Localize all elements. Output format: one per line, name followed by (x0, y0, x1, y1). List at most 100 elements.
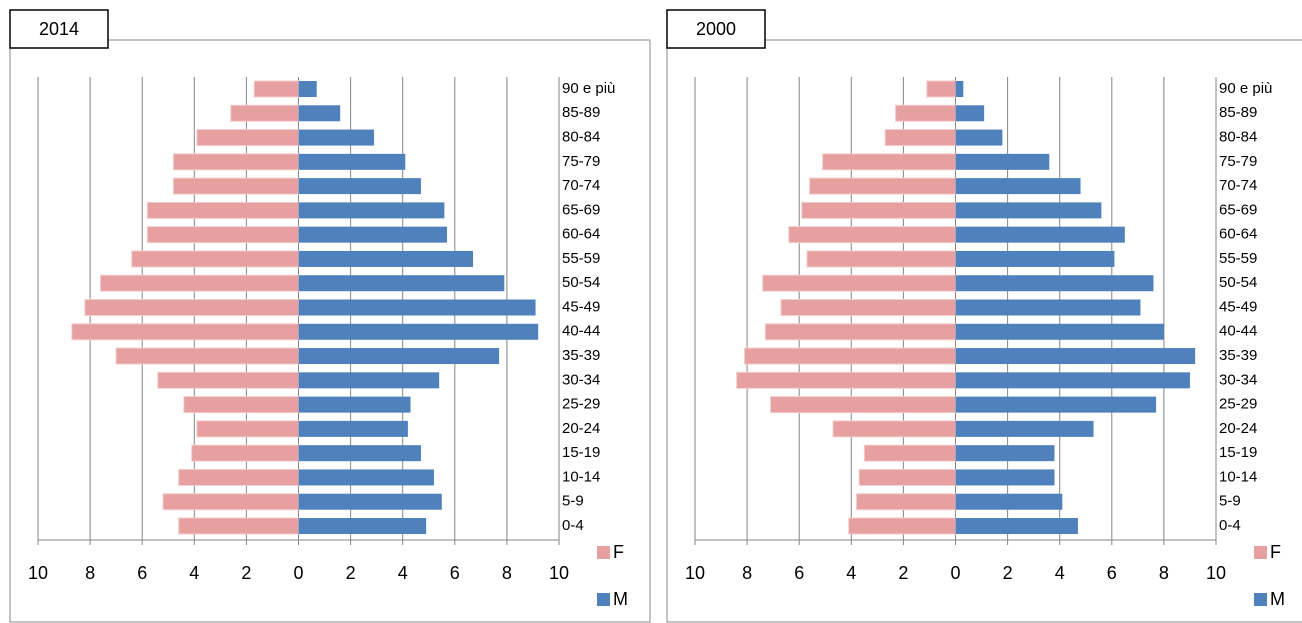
bar (146, 226, 299, 244)
bar (770, 396, 956, 414)
bar (298, 275, 505, 292)
bar (196, 420, 299, 438)
bar (955, 518, 1078, 534)
x-tick-label: 6 (137, 563, 147, 583)
legend-label: F (613, 542, 624, 562)
bar (858, 468, 956, 486)
legend-label: F (1270, 542, 1281, 562)
bar (788, 226, 957, 244)
bar (762, 274, 956, 292)
x-tick-label: 4 (1055, 563, 1065, 583)
title-box (666, 9, 766, 49)
category-label: 70-74 (562, 177, 600, 194)
bar (809, 177, 956, 195)
category-label: 90 e più (562, 80, 615, 97)
x-tick-label: 10 (1206, 563, 1226, 583)
legend-swatch (597, 546, 610, 559)
x-tick-label: 2 (1003, 563, 1013, 583)
bar (955, 105, 985, 122)
category-label: 55-59 (562, 250, 600, 267)
category-label: 55-59 (1219, 250, 1257, 267)
x-tick-label: 4 (398, 563, 408, 583)
bar (955, 348, 1196, 365)
category-label: 45-49 (1219, 298, 1257, 315)
bar (191, 444, 300, 462)
x-tick-label: 8 (502, 563, 512, 583)
x-tick-label: 2 (898, 563, 908, 583)
x-tick-label: 10 (685, 563, 705, 583)
category-label: 20-24 (1219, 420, 1257, 437)
bar (955, 129, 1003, 146)
category-label: 40-44 (1219, 323, 1257, 340)
category-label: 80-84 (1219, 129, 1257, 146)
bar (84, 299, 299, 316)
bar (298, 178, 421, 195)
bar (100, 274, 299, 292)
bar (253, 80, 299, 98)
x-tick-label: 6 (450, 563, 460, 583)
x-tick-label: 8 (1159, 563, 1169, 583)
bar (146, 201, 299, 219)
bar (298, 396, 411, 413)
legend-swatch (597, 593, 610, 606)
bar (926, 80, 956, 98)
bar (157, 371, 299, 389)
bar (955, 493, 1063, 510)
bar (298, 202, 445, 219)
x-tick-label: 2 (241, 563, 251, 583)
bar (848, 517, 957, 535)
bar (801, 201, 956, 219)
bar (298, 81, 317, 97)
x-tick-label: 6 (1107, 563, 1117, 583)
category-label: 85-89 (1219, 104, 1257, 121)
bar (743, 347, 956, 365)
x-tick-label: 8 (85, 563, 95, 583)
category-label: 75-79 (1219, 153, 1257, 170)
bar (955, 202, 1102, 219)
category-label: 25-29 (1219, 396, 1257, 413)
bar (780, 299, 957, 316)
bar (895, 104, 957, 122)
bar (955, 469, 1055, 486)
bar (162, 493, 299, 511)
bar (196, 129, 299, 147)
bar (298, 348, 500, 365)
x-tick-label: 4 (189, 563, 199, 583)
bar (806, 250, 957, 268)
bar (298, 372, 440, 389)
bar (298, 129, 375, 146)
x-tick-label: 10 (28, 563, 48, 583)
bar (298, 445, 421, 462)
bar (884, 129, 956, 147)
category-label: 80-84 (562, 129, 600, 146)
x-tick-label: 6 (794, 563, 804, 583)
panel-frame (9, 39, 651, 623)
bar (298, 469, 434, 486)
category-label: 0-4 (562, 517, 584, 534)
bar (131, 250, 299, 268)
bar (955, 250, 1115, 267)
bar (955, 299, 1141, 316)
category-label: 50-54 (1219, 274, 1257, 291)
legend-swatch (1254, 546, 1267, 559)
x-tick-label: 2 (346, 563, 356, 583)
bar (298, 518, 427, 534)
bar (856, 493, 957, 511)
category-label: 40-44 (562, 323, 600, 340)
bar (183, 396, 300, 414)
category-label: 50-54 (562, 274, 600, 291)
category-label: 90 e più (1219, 80, 1272, 97)
category-label: 75-79 (562, 153, 600, 170)
category-label: 15-19 (1219, 444, 1257, 461)
category-label: 70-74 (1219, 177, 1257, 194)
bar (736, 371, 956, 389)
x-tick-label: 8 (742, 563, 752, 583)
category-label: 60-64 (562, 226, 600, 243)
bar (298, 299, 536, 316)
bar (298, 323, 539, 340)
category-label: 25-29 (562, 396, 600, 413)
category-label: 65-69 (1219, 201, 1257, 218)
bar (178, 517, 299, 535)
category-label: 20-24 (562, 420, 600, 437)
